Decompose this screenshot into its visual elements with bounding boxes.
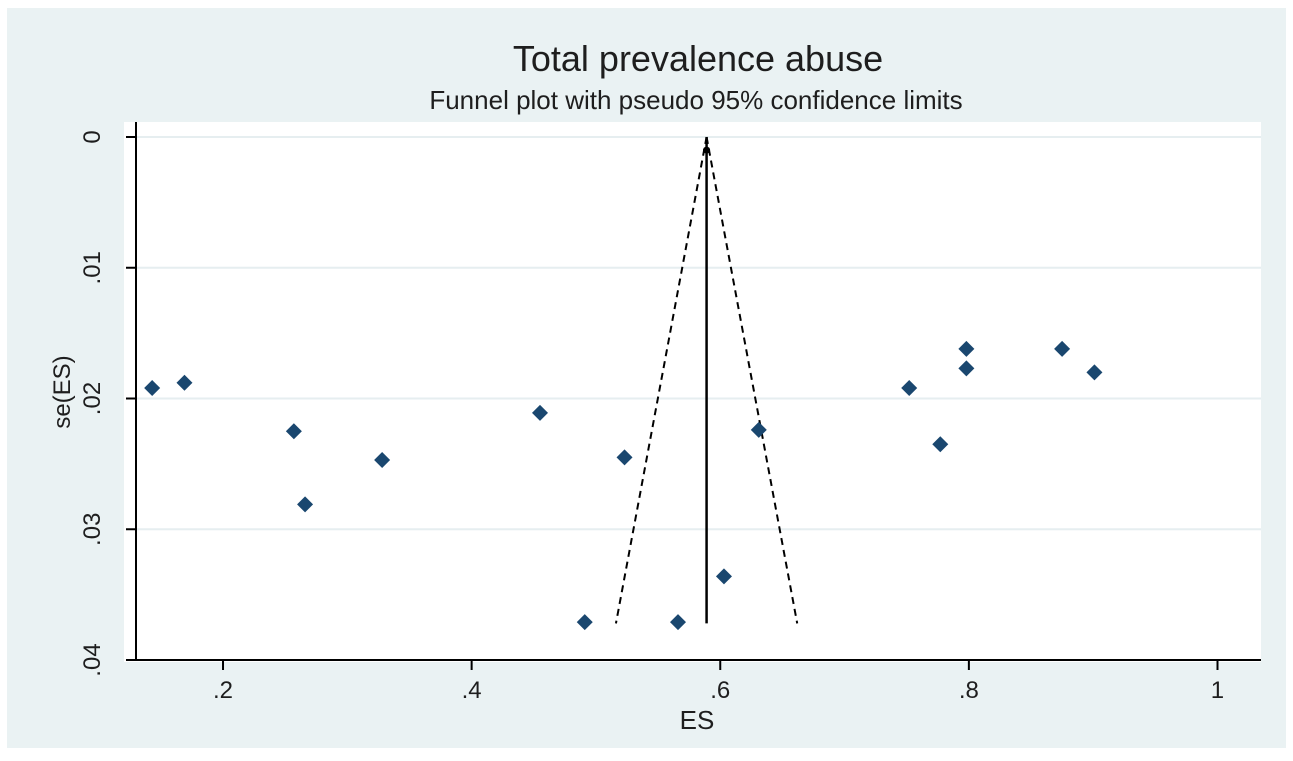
upper-confidence-limit — [705, 136, 799, 624]
study-point — [576, 614, 593, 631]
x-tick-label: .2 — [213, 677, 233, 704]
x-tick-label: .6 — [710, 677, 730, 704]
study-point — [715, 568, 732, 585]
y-axis-label: se(ES) — [49, 355, 76, 428]
y-tick-label: .02 — [79, 382, 106, 415]
chart-subtitle: Funnel plot with pseudo 95% confidence l… — [429, 85, 962, 115]
study-point — [750, 421, 767, 438]
study-point — [932, 436, 949, 453]
study-point — [532, 404, 549, 421]
plot-area — [124, 122, 1261, 662]
study-point — [958, 340, 975, 357]
study-point — [616, 449, 633, 466]
study-point — [1054, 340, 1071, 357]
x-tick-label: 1 — [1211, 677, 1224, 704]
axes: 0 .01 .02 .03 .04 .2 .4 .6 .8 1 — [79, 122, 1261, 704]
x-axis-label: ES — [680, 705, 715, 735]
study-point — [297, 496, 314, 513]
y-tick-label: 0 — [79, 130, 106, 143]
study-point — [176, 374, 193, 391]
study-point — [374, 451, 391, 468]
study-point — [958, 360, 975, 377]
study-point — [1086, 364, 1103, 381]
x-tick-label: .4 — [462, 677, 482, 704]
data-points — [144, 340, 1103, 631]
study-point — [669, 614, 686, 631]
funnel-apex-point — [703, 146, 711, 154]
study-point — [901, 380, 918, 397]
study-point — [285, 423, 302, 440]
funnel-lines — [614, 136, 799, 624]
study-point — [144, 380, 161, 397]
y-tick-label: .04 — [79, 643, 106, 676]
y-tick-label: .03 — [79, 513, 106, 546]
x-tick-label: .8 — [959, 677, 979, 704]
lower-confidence-limit — [614, 136, 708, 624]
chart-title: Total prevalence abuse — [513, 38, 883, 79]
y-tick-label: .01 — [79, 251, 106, 284]
